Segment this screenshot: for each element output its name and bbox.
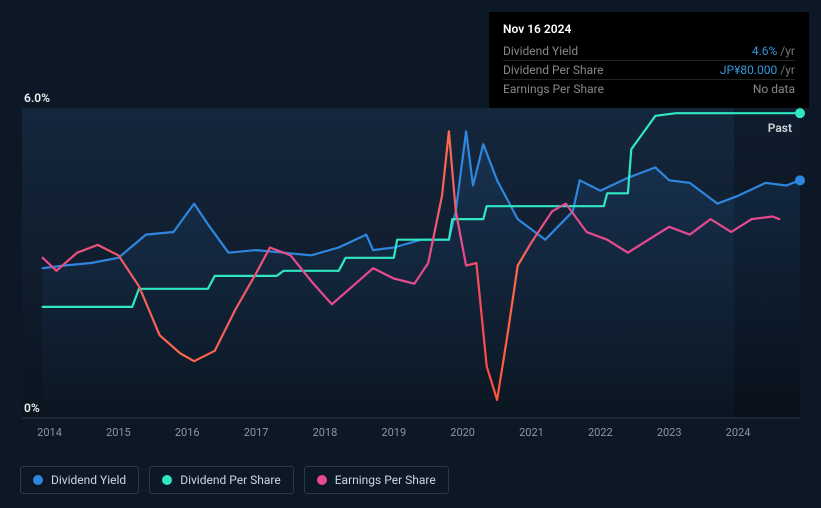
svg-text:2024: 2024: [726, 426, 751, 439]
chart-tooltip: Nov 16 2024 Dividend Yield 4.6%/yr Divid…: [489, 12, 809, 108]
legend-swatch: [33, 475, 43, 485]
legend-item-earnings-per-share[interactable]: Earnings Per Share: [304, 466, 449, 494]
chart-container: 6.0% 0% 2014 2015 2016 2017 2018 2019 2020 2021 20…: [0, 0, 821, 508]
svg-text:2021: 2021: [519, 426, 544, 439]
tooltip-row-dps: Dividend Per Share JP¥80.000/yr: [503, 61, 795, 80]
tooltip-value: 4.6%/yr: [752, 44, 795, 58]
legend-item-dividend-yield[interactable]: Dividend Yield: [20, 466, 139, 494]
svg-text:2019: 2019: [381, 426, 406, 439]
svg-text:2020: 2020: [450, 426, 475, 439]
tooltip-row-eps: Earnings Per Share No data: [503, 80, 795, 98]
tooltip-label: Dividend Per Share: [503, 63, 604, 77]
legend-label: Dividend Per Share: [180, 473, 281, 487]
legend-swatch: [317, 475, 327, 485]
tooltip-label: Earnings Per Share: [503, 82, 604, 96]
svg-text:6.0%: 6.0%: [24, 91, 50, 105]
svg-text:Past: Past: [768, 121, 792, 135]
svg-text:2018: 2018: [313, 426, 338, 439]
svg-text:0%: 0%: [24, 401, 40, 415]
tooltip-row-yield: Dividend Yield 4.6%/yr: [503, 42, 795, 61]
svg-text:2016: 2016: [175, 426, 200, 439]
tooltip-value: JP¥80.000/yr: [720, 63, 795, 77]
chart-legend: Dividend Yield Dividend Per Share Earnin…: [20, 466, 449, 494]
legend-swatch: [162, 475, 172, 485]
svg-text:2014: 2014: [37, 426, 62, 439]
svg-text:2023: 2023: [657, 426, 682, 439]
svg-text:2022: 2022: [588, 426, 613, 439]
tooltip-label: Dividend Yield: [503, 44, 578, 58]
svg-text:2015: 2015: [106, 426, 131, 439]
svg-text:2017: 2017: [244, 426, 269, 439]
tooltip-value: No data: [753, 82, 795, 96]
legend-label: Dividend Yield: [51, 473, 126, 487]
tooltip-date: Nov 16 2024: [503, 22, 795, 36]
legend-item-dividend-per-share[interactable]: Dividend Per Share: [149, 466, 294, 494]
legend-label: Earnings Per Share: [335, 473, 436, 487]
